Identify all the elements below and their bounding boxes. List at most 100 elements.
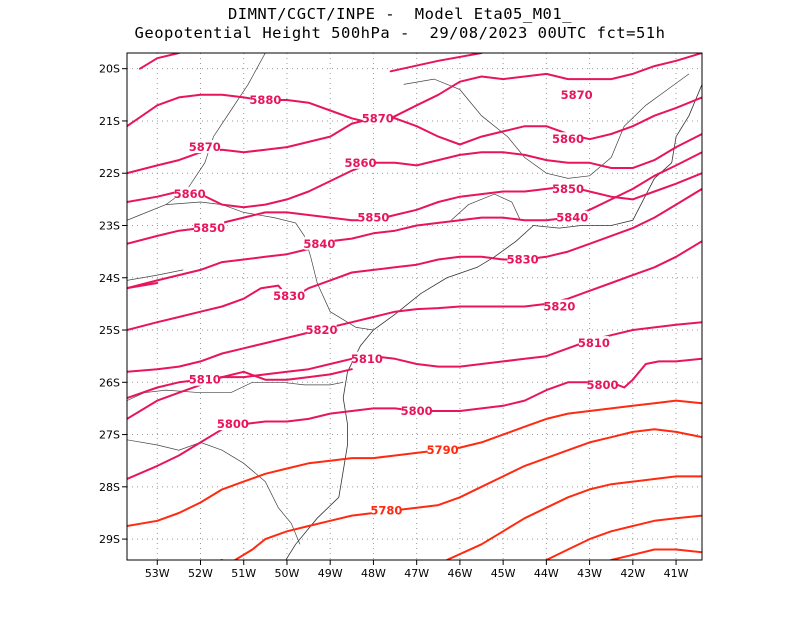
contour-label-mask bbox=[587, 377, 618, 391]
y-tick-label: 26S bbox=[99, 376, 120, 389]
contour-label: 5840 bbox=[556, 211, 588, 225]
map-title-line-2: Geopotential Height 500hPa - 29/08/2023 … bbox=[134, 24, 666, 42]
contour-label-mask bbox=[557, 210, 588, 224]
y-tick-label: 25S bbox=[99, 324, 120, 337]
contour-line-5880 bbox=[139, 53, 180, 70]
map-title-line-1: DIMNT/CGCT/INPE - Model Eta05_M01_ bbox=[227, 5, 573, 23]
contour-label: 5810 bbox=[189, 373, 221, 387]
contour-label-mask bbox=[306, 323, 337, 337]
contour-label-mask bbox=[578, 336, 609, 350]
contour-label: 5840 bbox=[303, 237, 335, 251]
contour-label-mask bbox=[427, 443, 458, 457]
contour-label-mask bbox=[189, 372, 220, 386]
contour-label: 5810 bbox=[578, 336, 610, 350]
contour-line-5830 bbox=[127, 187, 702, 331]
contour-label: 5860 bbox=[552, 132, 584, 146]
contour-label: 5870 bbox=[561, 88, 593, 102]
contour-label: 5800 bbox=[587, 378, 619, 392]
x-tick-label: 46W bbox=[447, 567, 472, 580]
x-tick-label: 53W bbox=[145, 567, 170, 580]
contour-label: 5790 bbox=[427, 443, 459, 457]
contour-label-mask bbox=[507, 252, 538, 266]
y-tick-label: 24S bbox=[99, 272, 120, 285]
x-tick-label: 51W bbox=[231, 567, 256, 580]
contour-label-mask bbox=[250, 93, 281, 107]
y-tick-label: 20S bbox=[99, 63, 120, 76]
state-border bbox=[127, 381, 344, 401]
state-border bbox=[127, 269, 184, 281]
y-tick-label: 23S bbox=[99, 219, 120, 232]
map-frame bbox=[126, 52, 703, 561]
state-border bbox=[165, 201, 374, 331]
contour-line-5840 bbox=[127, 151, 702, 290]
contour-label-mask bbox=[189, 140, 220, 154]
political-boundaries bbox=[127, 53, 702, 560]
contour-label: 5830 bbox=[507, 252, 539, 266]
contour-line-5800 bbox=[242, 368, 353, 381]
contour-label: 5870 bbox=[189, 140, 221, 154]
contour-line-5760 bbox=[545, 514, 702, 560]
contour-label-mask bbox=[345, 155, 376, 169]
contour-line-5770 bbox=[445, 475, 702, 560]
contour-label-mask bbox=[371, 503, 402, 517]
contour-line-5820 bbox=[127, 282, 159, 290]
contour-label: 5810 bbox=[351, 352, 383, 366]
x-tick-label: 45W bbox=[491, 567, 516, 580]
state-border bbox=[127, 53, 266, 221]
contour-label-mask bbox=[358, 210, 389, 224]
y-tick-label: 22S bbox=[99, 167, 120, 180]
contour-label: 5850 bbox=[552, 182, 584, 196]
contour-line-5870 bbox=[389, 53, 483, 73]
contour-line-5750 bbox=[610, 548, 702, 560]
contour-label: 5860 bbox=[344, 156, 376, 170]
contour-line-5790 bbox=[127, 399, 702, 527]
x-tick-label: 48W bbox=[361, 567, 386, 580]
contour-label-mask bbox=[401, 404, 432, 418]
contour-line-5850 bbox=[127, 172, 702, 245]
contour-label-mask bbox=[174, 187, 205, 201]
contour-label-mask bbox=[217, 417, 248, 431]
x-tick-label: 49W bbox=[318, 567, 343, 580]
coastline bbox=[285, 84, 702, 560]
contour-label-mask bbox=[544, 299, 575, 313]
contour-label-mask bbox=[274, 289, 305, 303]
contour-line-5880 bbox=[127, 53, 702, 128]
x-tick-label: 42W bbox=[620, 567, 645, 580]
geopotential-contours bbox=[127, 53, 702, 560]
x-tick-label: 44W bbox=[534, 567, 559, 580]
contour-label: 5870 bbox=[362, 111, 394, 125]
contour-label: 5850 bbox=[357, 211, 389, 225]
contour-label-mask bbox=[194, 221, 225, 235]
contour-label-mask bbox=[561, 87, 592, 101]
axis-ticks: 53W 52W 51W 50W 49W 48W 47W 46W 45W 44W 43W 42W 41W 2… bbox=[99, 63, 689, 580]
x-tick-label: 52W bbox=[188, 567, 213, 580]
x-tick-label: 41W bbox=[664, 567, 689, 580]
x-tick-label: 43W bbox=[577, 567, 602, 580]
contour-label-mask bbox=[351, 351, 382, 365]
contour-label: 5780 bbox=[370, 503, 402, 517]
contour-label: 5860 bbox=[174, 187, 206, 201]
contour-label-mask bbox=[304, 236, 335, 250]
y-tick-label: 27S bbox=[99, 429, 120, 442]
contour-line-5820 bbox=[127, 240, 702, 373]
contour-label: 5820 bbox=[543, 300, 575, 314]
x-tick-label: 47W bbox=[404, 567, 429, 580]
x-tick-label: 50W bbox=[275, 567, 300, 580]
y-tick-label: 21S bbox=[99, 115, 120, 128]
contour-label-mask bbox=[552, 181, 583, 195]
state-border bbox=[450, 193, 521, 221]
contour-label: 5800 bbox=[217, 417, 249, 431]
contour-line-5860 bbox=[127, 133, 702, 209]
contour-line-5800 bbox=[127, 370, 245, 420]
state-border bbox=[403, 73, 690, 179]
contour-label: 5880 bbox=[249, 93, 281, 107]
contour-line-5870 bbox=[127, 96, 702, 175]
contour-label-mask bbox=[362, 111, 393, 125]
contour-line-5780 bbox=[234, 428, 702, 560]
contour-label: 5800 bbox=[401, 404, 433, 418]
y-tick-label: 28S bbox=[99, 481, 120, 494]
state-border bbox=[127, 439, 301, 545]
contour-label: 5830 bbox=[273, 289, 305, 303]
y-tick-label: 29S bbox=[99, 533, 120, 546]
